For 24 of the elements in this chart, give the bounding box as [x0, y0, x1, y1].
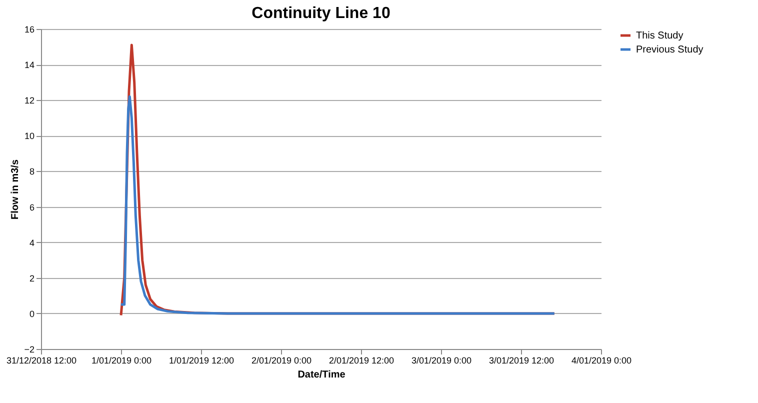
x-tick-label: 3/01/2019 12:00: [488, 356, 554, 366]
chart-title: Continuity Line 10: [252, 5, 390, 22]
legend-label: This Study: [636, 30, 684, 42]
y-tick-label: −2: [24, 344, 34, 354]
legend-label: Previous Study: [636, 44, 704, 56]
y-tick-label: 12: [24, 96, 34, 106]
x-tick-label: 3/01/2019 0:00: [411, 356, 472, 366]
y-tick-label: 10: [24, 131, 34, 142]
y-tick-label: 14: [24, 60, 34, 70]
x-tick-label: 31/12/2018 12:00: [6, 356, 77, 366]
x-tick-label: 1/01/2019 0:00: [91, 356, 152, 366]
y-tick-label: 2: [29, 273, 34, 284]
y-tick-label: 8: [29, 166, 34, 177]
x-axis-title: Date/Time: [298, 370, 346, 380]
y-tick-label: 16: [24, 24, 34, 34]
y-tick-label: 6: [29, 202, 34, 212]
x-tick-label: 1/01/2019 12:00: [168, 356, 234, 366]
line-series: [120, 95, 556, 315]
x-tick-label: 4/01/2019 0:00: [571, 356, 632, 366]
x-tick-label: 2/01/2019 0:00: [251, 356, 312, 366]
y-axis-title: Flow in m3/s: [10, 159, 22, 220]
y-tick-label: 0: [29, 308, 34, 319]
y-tick-label: 4: [29, 238, 34, 248]
x-tick-label: 2/01/2019 12:00: [328, 356, 394, 366]
